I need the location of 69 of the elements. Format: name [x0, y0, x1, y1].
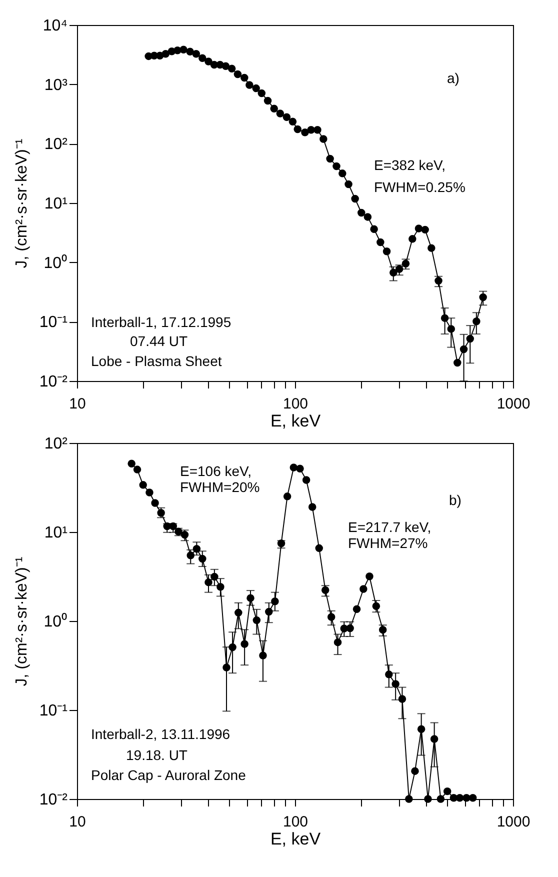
point: [246, 81, 254, 89]
y-tick-label: 10¹: [44, 196, 68, 212]
annotation: E=217.7 keV,: [348, 519, 432, 535]
point: [370, 225, 378, 233]
point: [314, 126, 322, 134]
point: [264, 96, 272, 105]
point: [252, 84, 260, 92]
point: [338, 170, 346, 178]
y-tick-label: 10⁻²: [39, 374, 68, 390]
point: [320, 135, 328, 143]
point: [326, 154, 334, 163]
x-tick-label: 10: [69, 396, 86, 412]
point: [228, 64, 236, 72]
point: [258, 89, 266, 98]
point: [351, 194, 359, 203]
annotation: E=106 keV,: [180, 463, 252, 479]
point: [204, 58, 212, 66]
annotation: a): [447, 70, 460, 86]
point: [282, 113, 291, 121]
annotation: E=382 keV,: [374, 157, 446, 173]
point: [276, 110, 284, 118]
y-tick-label: 10²: [44, 436, 68, 452]
point: [382, 248, 391, 256]
point: [192, 50, 200, 58]
point: [186, 48, 194, 56]
point: [240, 74, 248, 82]
x-tick-label: 1000: [496, 814, 530, 830]
point: [198, 54, 206, 62]
point: [270, 104, 278, 112]
x-tick-label: 100: [282, 396, 308, 412]
point: [307, 126, 315, 134]
y-tick-label: 10⁻¹: [39, 702, 68, 720]
annotation: FWHM=27%: [348, 535, 428, 551]
y-tick-label: 10⁻²: [39, 792, 68, 808]
y-tick-label: 10⁴: [42, 18, 68, 34]
y-axis-title: J, (cm²·s·sr·keV)⁻¹: [13, 556, 30, 686]
y-tick-label: 10⁻¹: [39, 314, 68, 332]
point: [288, 118, 297, 126]
annotation: 07.44 UT: [130, 333, 188, 349]
point: [222, 62, 230, 70]
x-axis-title: E, keV: [270, 830, 322, 848]
x-tick-label: 100: [282, 814, 308, 830]
x-tick-label: 1000: [496, 396, 530, 412]
annotation: b): [449, 492, 462, 508]
point: [364, 213, 372, 221]
point: [162, 50, 170, 58]
y-tick-label: 10²: [44, 136, 68, 154]
annotation: Interball-1, 17.12.1995: [91, 314, 232, 330]
point: [234, 70, 242, 78]
x-tick-label: 10: [69, 814, 86, 830]
y-tick-label: 10³: [44, 76, 68, 94]
point: [332, 162, 340, 170]
y-axis-title: J, (cm²·s·sr·keV)⁻¹: [13, 138, 30, 268]
point: [301, 128, 309, 136]
y-tick-label: 10⁰: [44, 612, 68, 630]
x-axis-title: E, keV: [270, 412, 322, 430]
point: [358, 208, 366, 217]
point: [344, 180, 352, 188]
point: [376, 238, 384, 246]
point: [180, 46, 188, 54]
point: [395, 265, 404, 273]
annotation: FWHM=20%: [180, 479, 260, 495]
y-tick-label: 10⁰: [44, 254, 68, 272]
annotation: 19.18. UT: [126, 747, 188, 763]
annotation: FWHM=0.25%: [374, 179, 466, 195]
annotation: Polar Cap - Auroral Zone: [91, 767, 246, 783]
y-tick-label: 10¹: [44, 524, 68, 542]
annotation: Lobe - Plasma Sheet: [91, 353, 222, 369]
annotation: Interball-2, 13.11.1996: [91, 726, 230, 742]
